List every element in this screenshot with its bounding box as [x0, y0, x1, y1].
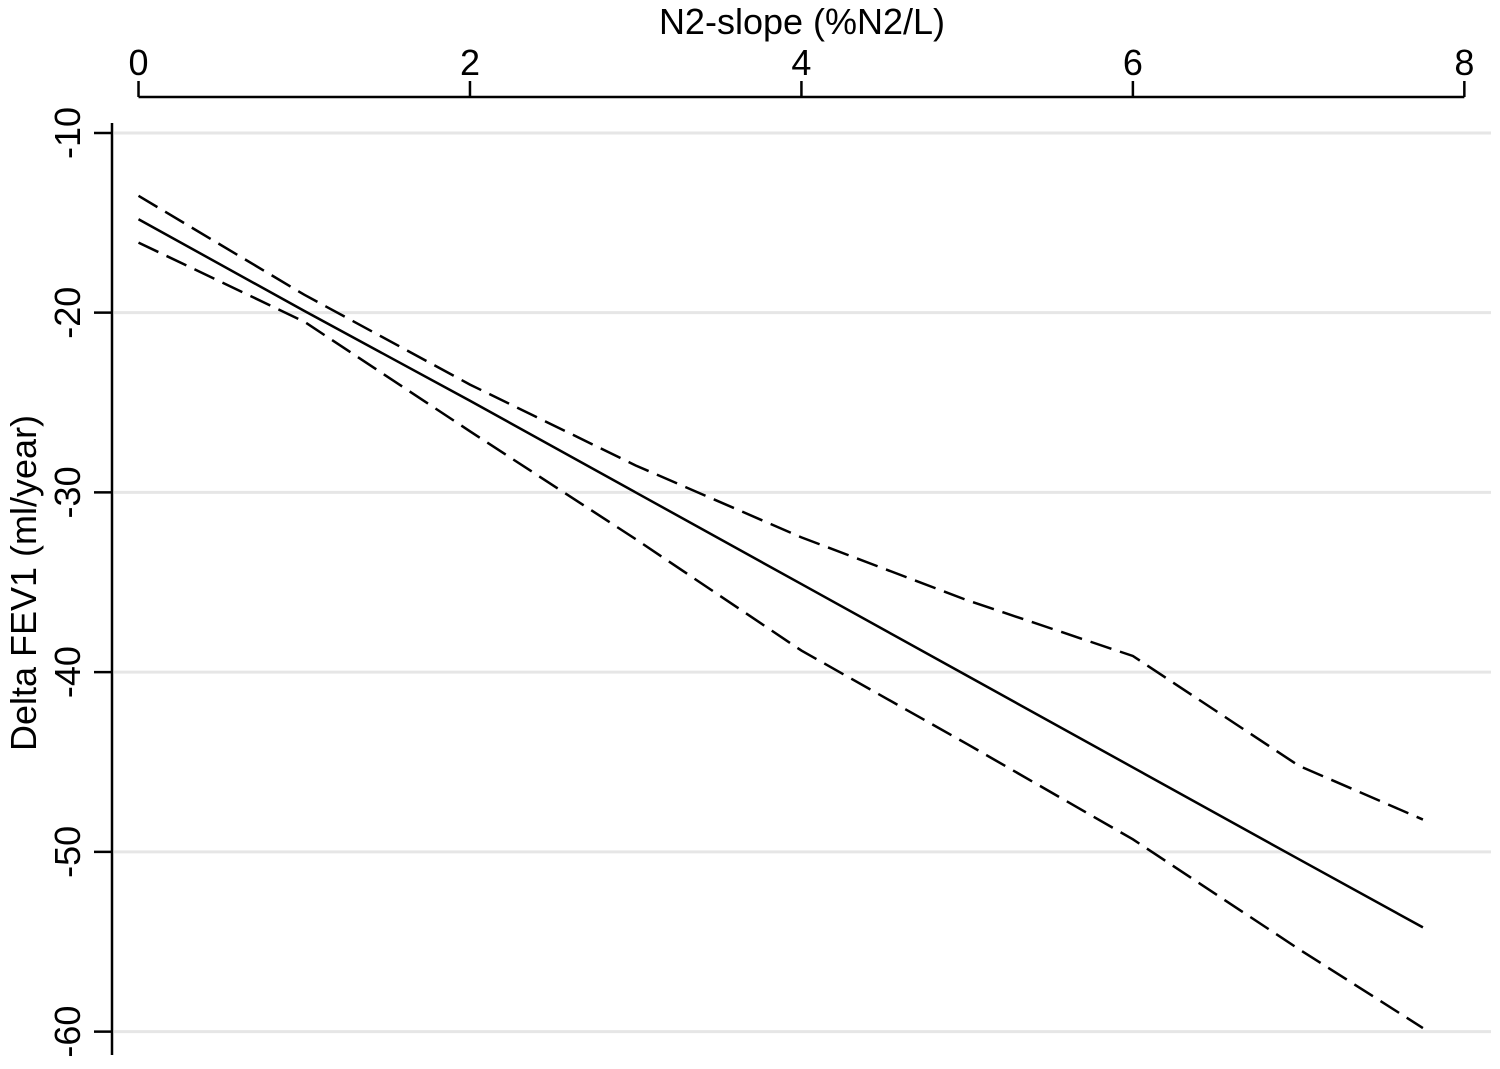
line: [137, 218, 1424, 929]
x-tick-label: 4: [791, 42, 811, 83]
x-tick-label: 8: [1454, 42, 1474, 83]
x-tick-label: 0: [129, 42, 149, 83]
y-tick-label: -30: [47, 466, 88, 518]
y-tick-label: -20: [47, 287, 88, 339]
line: [137, 194, 1424, 821]
x-tick-label: 2: [460, 42, 480, 83]
y-tick-label: -40: [47, 646, 88, 698]
y-axis-title: Delta FEV1 (ml/year): [3, 415, 44, 751]
y-tick-label: -60: [47, 1006, 88, 1058]
line: [137, 241, 1424, 1030]
x-tick-label: 6: [1123, 42, 1143, 83]
x-axis-title: N2-slope (%N2/L): [659, 1, 945, 42]
y-tick-label: -50: [47, 826, 88, 878]
y-tick-label: -10: [47, 107, 88, 159]
